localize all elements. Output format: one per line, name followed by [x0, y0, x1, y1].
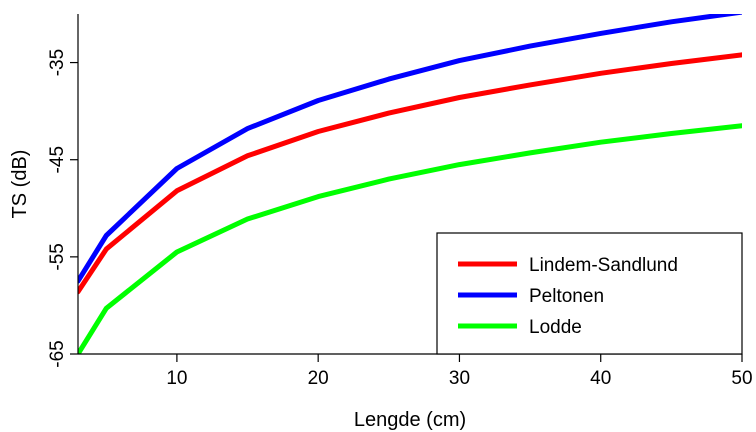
x-tick-label: 40: [590, 368, 611, 389]
legend: Lindem-Sandlund Peltonen Lodde: [436, 232, 743, 355]
y-tick-label: -35: [47, 49, 68, 76]
series-line-peltonen: [78, 14, 742, 284]
y-axis-title: TS (dB): [9, 150, 31, 219]
series-line-lindem-sandlund: [78, 52, 742, 295]
series-line-lodde: [78, 123, 742, 354]
x-tick-label: 30: [449, 368, 470, 389]
y-tick-label: -65: [47, 340, 68, 367]
axes-layer: 10 20 30 40 50 -35 -45 -55 -65 Lengde (cm) TS (dB): [9, 14, 753, 431]
x-tick-label: 20: [308, 368, 329, 389]
x-tick-label: 10: [166, 368, 187, 389]
legend-label: Peltonen: [529, 286, 604, 307]
y-tick-label: -45: [47, 146, 68, 173]
x-tick-label: 50: [731, 368, 752, 389]
legend-label: Lodde: [529, 317, 582, 338]
series-layer: [78, 14, 742, 354]
legend-label: Lindem-Sandlund: [529, 255, 678, 276]
y-tick-label: -55: [47, 243, 68, 270]
x-axis-title: Lengde (cm): [354, 409, 466, 431]
